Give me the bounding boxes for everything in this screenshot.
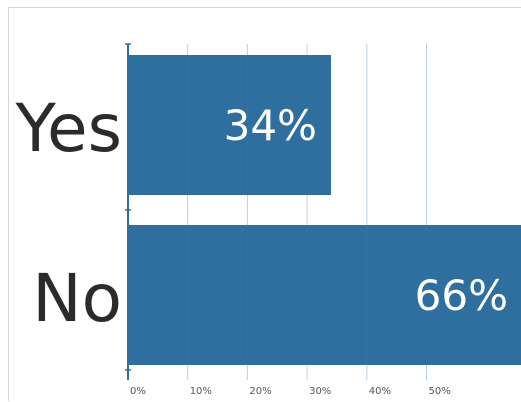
x-tick-label: 50% [428,386,450,397]
x-tick-label: 40% [369,386,391,397]
bar-yes [128,55,331,195]
category-label-no: No [32,260,122,337]
bar-chart: Yes 34% No 66% 0% 10% 20% 30% 40% 50% [14,43,521,397]
value-label-yes: 34% [224,101,317,150]
x-tick-label: 20% [249,386,271,397]
bar-no [128,225,521,365]
labels-layer: Yes 34% No 66% 0% 10% 20% 30% 40% 50% [14,90,508,397]
category-label-yes: Yes [14,90,122,167]
chart-frame: Yes 34% No 66% 0% 10% 20% 30% 40% 50% [8,7,521,401]
axis-layer [125,43,131,380]
value-label-no: 66% [415,271,508,320]
x-tick-label: 10% [190,386,212,397]
bars-layer [128,55,521,365]
x-tick-label: 0% [130,386,146,397]
grid-layer [187,44,427,380]
x-tick-label: 30% [309,386,331,397]
